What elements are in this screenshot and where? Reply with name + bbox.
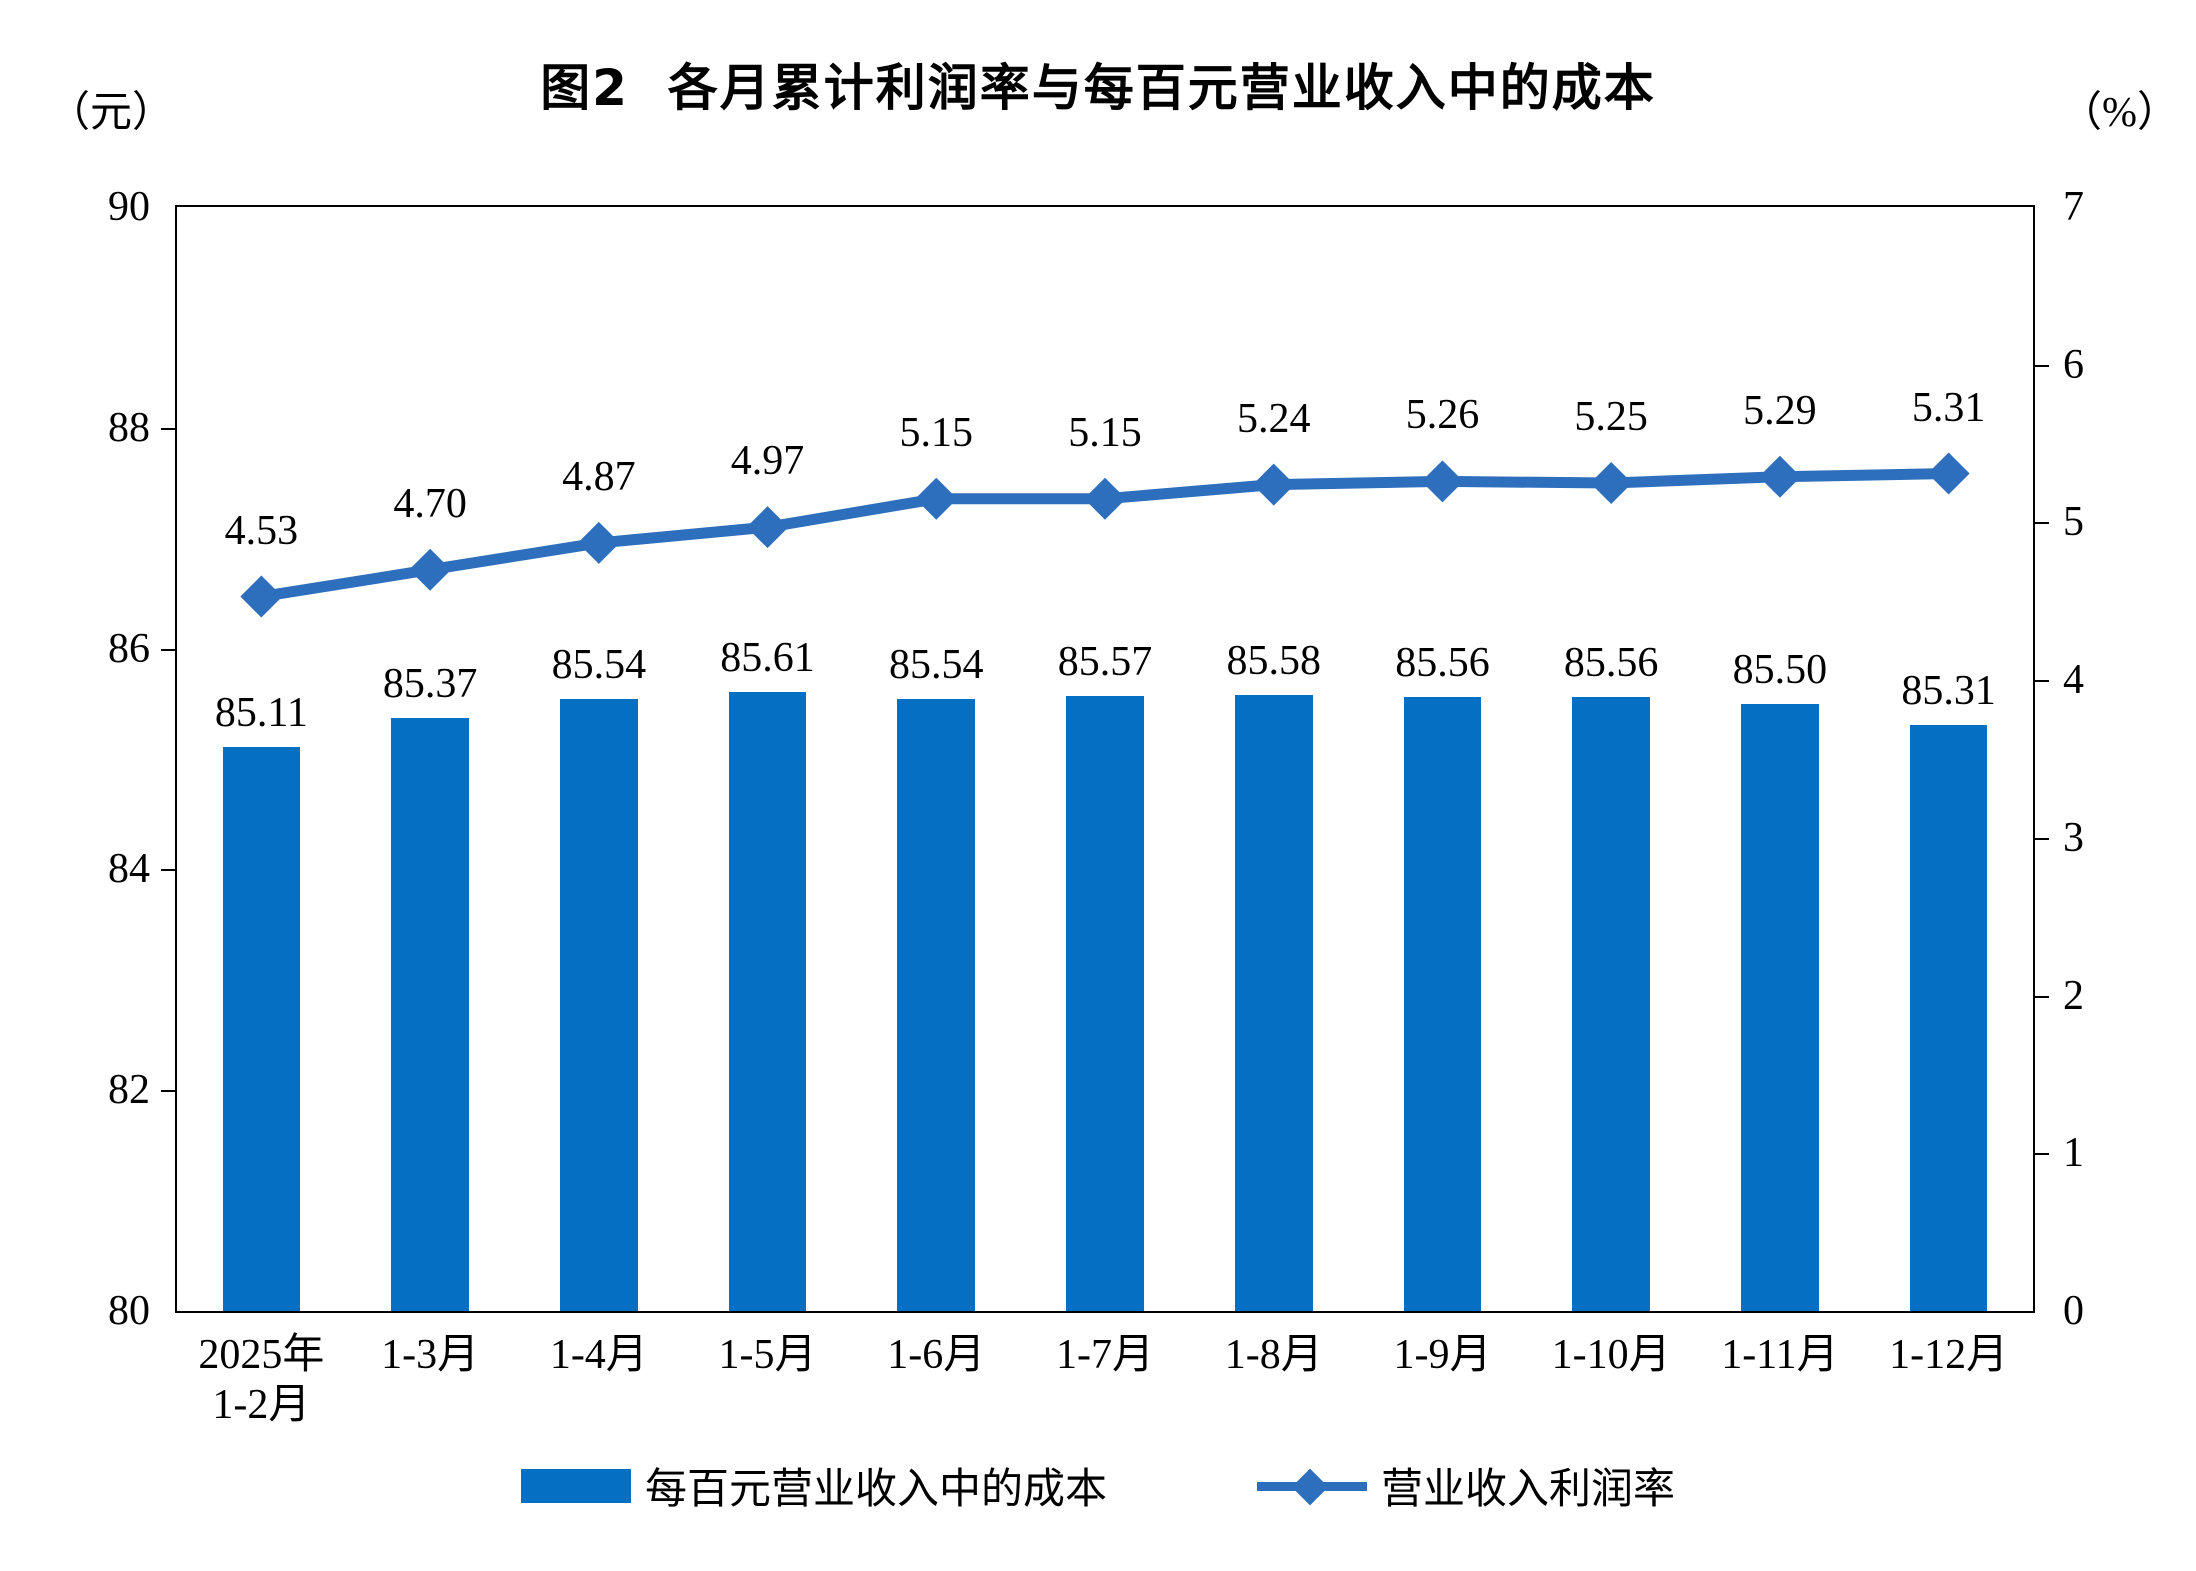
bar-value-label: 85.50 [1732,646,1828,693]
right-axis-tick-label: 5 [2063,499,2084,546]
bar-value-label: 85.56 [1395,640,1490,687]
line-value-label: 4.87 [562,453,636,500]
bar-value-label: 85.57 [1057,639,1153,686]
right-axis-tick-label: 3 [2063,814,2084,861]
line-marker-diamond [1927,452,1970,495]
legend-swatch-bar-icon [520,1468,631,1503]
bar-value-label: 85.11 [214,689,308,736]
right-axis-tick-label: 7 [2063,184,2084,230]
right-axis-tick-mark [2033,522,2049,525]
line-value-label: 5.15 [1068,409,1142,456]
right-axis-tick-label: 1 [2063,1130,2084,1177]
left-axis-tick-label: 82 [108,1067,150,1114]
line-marker-diamond [915,477,958,520]
line-value-label: 4.70 [393,480,467,527]
left-axis-tick-label: 84 [108,846,150,893]
left-axis-unit-label: （元） [48,90,175,136]
right-axis-tick-label: 4 [2063,657,2084,704]
left-axis-tick-mark [161,427,177,430]
line-marker-diamond [1252,463,1295,506]
line-value-label: 5.31 [1911,384,1986,431]
bar [897,699,976,1311]
line-value-label: 5.29 [1743,387,1817,434]
left-axis-tick-mark [161,1090,177,1093]
left-axis-tick-label: 86 [108,625,150,672]
legend-swatch-line-icon [1257,1468,1367,1505]
x-axis-tick-label: 1-9月 [1393,1332,1492,1378]
x-axis-tick-label: 1-6月 [887,1332,986,1378]
right-axis-tick-mark [2033,1153,2049,1156]
bar [1234,694,1313,1311]
bar [1572,697,1650,1311]
right-axis-unit-label: （%） [2060,90,2179,136]
x-axis-tick-label: 1-7月 [1056,1332,1154,1378]
right-axis-tick-mark [2033,995,2049,998]
line-marker-diamond [1590,462,1633,504]
bar-value-label: 85.37 [382,661,478,708]
bar-value-label: 85.54 [551,642,647,689]
bar [1741,703,1819,1311]
bar [1909,724,1988,1311]
line-marker-diamond [409,548,452,591]
left-axis-tick-label: 90 [108,184,150,230]
left-axis-tick-mark [161,648,177,651]
right-axis-tick-mark [2033,680,2049,683]
line-value-label: 5.25 [1574,394,1648,440]
line-value-label: 5.15 [899,409,974,456]
x-axis-tick-label: 1-11月 [1721,1332,1839,1378]
line-series-layer [240,452,1970,618]
x-axis-tick-label: 1-12月 [1889,1332,2009,1378]
bar-value-label: 85.61 [720,634,815,681]
right-axis-tick-label: 6 [2063,341,2084,388]
bar-value-label: 85.58 [1226,637,1321,684]
legend-item[interactable]: 营业收入利润率 [1257,1455,1675,1516]
bar-value-label: 85.54 [889,642,984,689]
right-axis-tick-mark [2033,837,2049,840]
bar [391,718,469,1311]
bar [1403,697,1482,1311]
page-title: 图2 各月累计利润率与每百元营业收入中的成本 [540,59,1656,117]
left-axis-tick-label: 88 [108,404,150,451]
left-axis-tick-mark [161,869,177,872]
legend-label: 每百元营业收入中的成本 [644,1464,1107,1513]
bar [560,699,638,1311]
line-marker-diamond [746,506,789,549]
x-axis-tick-label: 2025年 1-2月 [198,1332,325,1428]
right-axis-tick-mark [2033,364,2049,367]
line-value-label: 5.24 [1236,395,1311,442]
line-marker-diamond [577,521,620,564]
left-axis-tick-label: 80 [108,1288,150,1334]
right-axis-tick-label: 2 [2063,972,2084,1019]
right-axis-tick-label: 0 [2063,1288,2084,1334]
line-marker-diamond [1084,477,1126,520]
line-marker-diamond [240,575,283,618]
bar-value-label: 85.56 [1563,640,1659,687]
line-value-label: 4.53 [224,507,299,554]
legend-item[interactable]: 每百元营业收入中的成本 [520,1455,1107,1516]
x-axis-tick-label: 1-8月 [1224,1332,1323,1378]
line-marker-diamond [1758,455,1801,498]
legend-label: 营业收入利润率 [1381,1464,1676,1513]
plot-area: 4.53 4.70 4.87 4.97 5.15 5.15 5.24 5.26 5.25 5.29… [161,205,2049,1313]
x-axis-tick-label: 1-5月 [718,1332,817,1378]
bar [1066,696,1144,1311]
line-value-label: 5.26 [1405,392,1480,439]
bar [728,691,807,1311]
x-axis-tick-label: 1-3月 [381,1332,480,1378]
line-value-label: 4.97 [730,438,805,485]
chart-legend: 每百元营业收入中的成本 营业收入利润率 [0,1455,2196,1516]
line-marker-diamond [1421,460,1464,503]
x-axis-tick-label: 1-10月 [1551,1332,1671,1378]
x-axis-tick-label: 1-4月 [549,1332,648,1378]
bar [222,746,301,1311]
bar-value-label: 85.31 [1901,667,1996,714]
